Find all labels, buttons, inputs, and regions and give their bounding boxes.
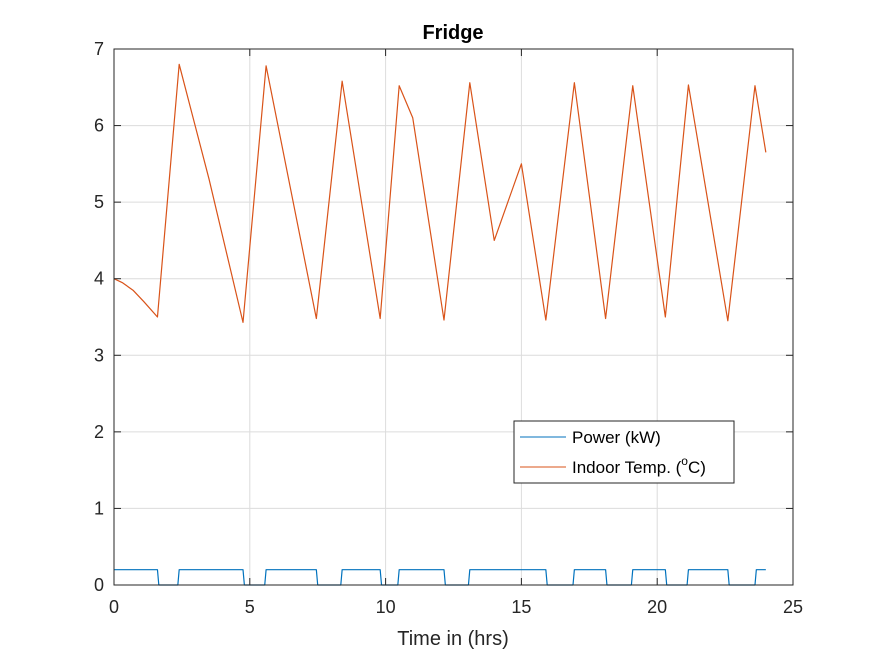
x-tick-label: 10 — [376, 597, 396, 617]
y-tick-label: 7 — [94, 39, 104, 59]
x-tick-label: 20 — [647, 597, 667, 617]
x-tick-label: 5 — [245, 597, 255, 617]
legend-box — [513, 420, 735, 484]
plot-area — [114, 49, 793, 585]
chart-title: Fridge — [422, 22, 483, 44]
legend-temp-sup: o — [681, 454, 688, 468]
y-tick-label: 4 — [94, 269, 104, 289]
legend-temp-label: Indoor Temp. (oC) — [572, 454, 706, 477]
axes-box — [113, 48, 794, 586]
axis-ticks — [113, 48, 794, 586]
legend-power-label: Power (kW) — [572, 428, 661, 447]
x-tick-labels: 0 5 10 15 20 25 — [109, 597, 803, 617]
y-tick-label: 0 — [94, 575, 104, 595]
x-tick-label: 15 — [511, 597, 531, 617]
y-tick-label: 1 — [94, 498, 104, 518]
indoor-temp-series-line — [113, 63, 767, 323]
y-tick-label: 2 — [94, 422, 104, 442]
legend-temp-suffix: C) — [688, 458, 706, 477]
y-tick-labels: 0 1 2 3 4 5 6 7 — [94, 39, 104, 595]
y-tick-label: 3 — [94, 345, 104, 365]
x-axis-label: Time in (hrs) — [397, 628, 508, 650]
x-tick-label: 25 — [783, 597, 803, 617]
x-tick-label: 0 — [109, 597, 119, 617]
y-tick-label: 6 — [94, 116, 104, 136]
y-tick-label: 5 — [94, 192, 104, 212]
legend: Power (kW) Indoor Temp. (oC) — [513, 420, 735, 484]
legend-temp-prefix: Indoor Temp. ( — [572, 458, 682, 477]
